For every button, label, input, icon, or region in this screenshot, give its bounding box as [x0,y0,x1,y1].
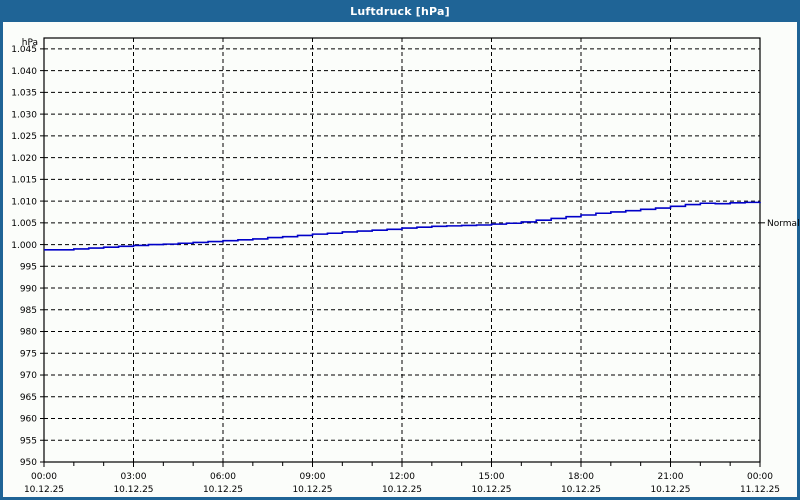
y-tick-label: 965 [20,393,37,403]
y-tick-label: 1.035 [11,89,37,99]
x-tick-date-label: 10.12.25 [561,485,601,495]
y-tick-label: 1.010 [11,197,37,207]
x-tick-date-label: 10.12.25 [113,485,153,495]
y-tick-label: 1.020 [11,154,37,164]
y-tick-label: 980 [20,328,37,338]
page-title: Luftdruck [hPa] [350,4,450,18]
y-tick-label: 1.030 [11,110,37,120]
y-tick-label: 950 [20,458,37,468]
x-tick-date-label: 10.12.25 [382,485,422,495]
x-tick-date-label: 11.12.25 [740,485,780,495]
y-tick-label: 985 [20,306,37,316]
y-tick-label: 1.005 [11,219,37,229]
x-tick-time-label: 00:00 [31,472,57,482]
y-tick-label: 1.025 [11,132,37,142]
x-tick-time-label: 06:00 [210,472,236,482]
x-tick-time-label: 21:00 [658,472,684,482]
y-tick-label: 995 [20,263,37,273]
y-tick-label: 960 [20,415,37,425]
x-tick-time-label: 00:00 [747,472,773,482]
normal-annotation: Normal [760,219,800,229]
y-tick-label: 970 [20,371,37,381]
window-title-bar: Luftdruck [hPa] [0,0,800,22]
x-tick-time-label: 03:00 [121,472,147,482]
y-axis-unit-label: hPa [22,38,38,48]
x-tick-time-label: 15:00 [479,472,505,482]
x-tick-date-label: 10.12.25 [471,485,511,495]
y-tick-label: 990 [20,284,37,294]
axis-ticks-layer [40,48,761,467]
y-tick-label: 1.015 [11,176,37,186]
y-tick-label: 955 [20,436,37,446]
x-tick-time-label: 18:00 [568,472,594,482]
data-line [44,201,761,251]
data-series-layer [44,201,761,251]
x-tick-date-label: 10.12.25 [650,485,690,495]
x-tick-date-label: 10.12.25 [203,485,243,495]
x-tick-time-label: 12:00 [389,472,415,482]
x-tick-time-label: 09:00 [300,472,326,482]
y-tick-label: 1.045 [11,45,37,55]
x-tick-date-label: 10.12.25 [292,485,332,495]
y-tick-label: 1.000 [11,241,37,251]
normal-label: Normal [767,219,800,229]
y-tick-label: 1.040 [11,67,37,77]
y-tick-label: 975 [20,349,37,359]
x-tick-date-label: 10.12.25 [24,485,64,495]
grid-layer [44,38,760,462]
axis-labels-layer: 950 955 960 965 970 975 980 985 990 995 1.000 1.005… [11,45,780,495]
